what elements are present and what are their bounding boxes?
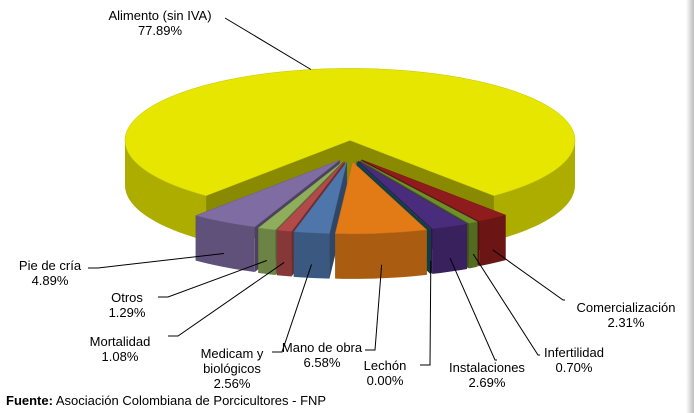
value-label: 2.31% <box>607 315 645 330</box>
value-label: 0.70% <box>555 360 593 375</box>
slice-wall <box>125 140 207 241</box>
slice-wall <box>258 227 276 275</box>
slice-wall <box>276 230 292 277</box>
slice <box>257 161 344 231</box>
slice-wall <box>468 221 478 269</box>
slice-wall <box>479 215 506 267</box>
leader-line <box>472 253 540 356</box>
category-label: Medicam y biológicos <box>200 346 264 376</box>
category-label: Infertilidad <box>544 345 604 360</box>
value-label: 1.08% <box>101 349 139 364</box>
category-label: Comercialización <box>576 300 676 315</box>
slice-wall <box>195 215 255 272</box>
slice <box>356 161 431 230</box>
slice-wall <box>432 223 468 274</box>
leader-line <box>365 264 383 351</box>
slice <box>293 161 348 234</box>
slice-wall <box>335 229 427 279</box>
slice <box>357 160 468 230</box>
slice-label: Mano de obra 6.58% <box>282 340 362 370</box>
value-label: 4.89% <box>31 273 69 288</box>
leader-line <box>88 253 224 269</box>
value-label: 2.69% <box>468 375 506 390</box>
source-label: Fuente: <box>6 393 53 408</box>
category-label: Lechón <box>363 358 407 373</box>
category-label: Instalaciones <box>449 360 525 375</box>
source-text: Asociación Colombiana de Porcicultores -… <box>55 393 327 408</box>
category-label: Alimento (sin IVA) <box>108 8 212 23</box>
slice-label: Instalaciones 2.69% <box>449 360 525 390</box>
value-label: 2.56% <box>213 376 251 391</box>
leader-line <box>449 257 497 361</box>
slice-label: Alimento (sin IVA) 77.89% <box>108 8 211 38</box>
leader-line <box>492 249 565 301</box>
leader-line <box>168 261 285 337</box>
leader-line <box>420 260 432 366</box>
slice-label: Pie de cría 4.89% <box>19 258 81 288</box>
slice <box>361 159 507 222</box>
category-label: Mano de obra <box>281 340 363 355</box>
source: Fuente: Asociación Colombiana de Porcicu… <box>6 393 326 408</box>
slice <box>124 68 576 196</box>
slice <box>334 161 428 235</box>
slice-label: Infertilidad 0.70% <box>544 345 604 375</box>
slice-label: Otros 1.29% <box>109 290 146 320</box>
slice-wall <box>293 231 330 279</box>
slice-wall <box>493 140 575 241</box>
value-label: 77.89% <box>137 23 183 38</box>
slice <box>359 160 479 224</box>
value-label: 0.00% <box>366 373 404 388</box>
value-label: 1.29% <box>108 305 146 320</box>
leader-line <box>224 17 312 70</box>
slice <box>194 160 340 228</box>
category-label: Mortalidad <box>89 334 151 349</box>
slice-label: Mortalidad 1.08% <box>90 334 151 364</box>
slice-label: Comercialización 2.31% <box>577 300 676 330</box>
category-label: Otros <box>111 290 143 305</box>
slice-label: Lechón 0.00% <box>364 358 407 388</box>
slice-label: Medicam y biológicos 2.56% <box>192 346 272 391</box>
leader-line <box>158 260 267 298</box>
value-label: 6.58% <box>303 355 341 370</box>
slice <box>276 161 345 232</box>
leader-line <box>272 264 312 353</box>
category-label: Pie de cría <box>18 258 82 273</box>
